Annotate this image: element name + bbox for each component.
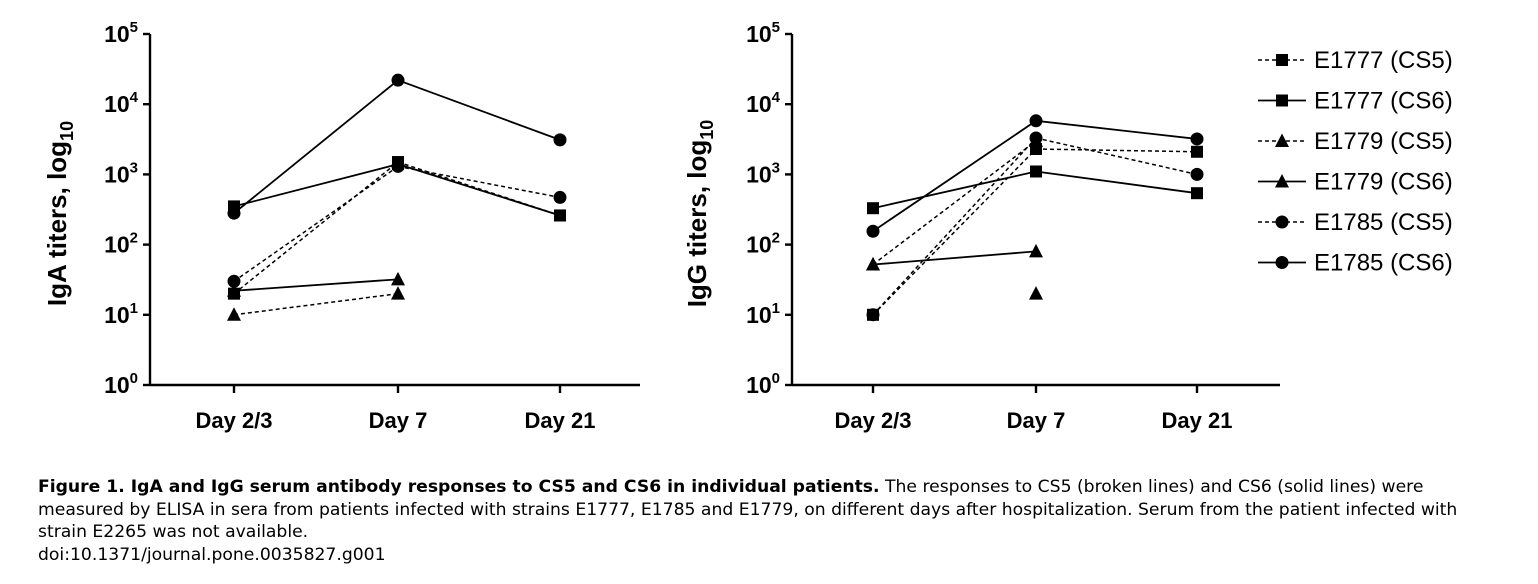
x-tick-label: Day 7 [1007, 408, 1066, 433]
legend-marker [1276, 54, 1288, 66]
legend-label: E1785 (CS5) [1314, 209, 1453, 236]
y-tick-label: 100 [746, 370, 780, 398]
data-point-e1785-cs5 [391, 159, 405, 173]
legend-label: E1779 (CS6) [1314, 169, 1453, 196]
series-line-e1785-cs6 [233, 79, 399, 214]
y-tick-label: 105 [746, 19, 780, 47]
y-tick-label: 101 [104, 300, 138, 328]
legend-label: E1785 (CS6) [1314, 250, 1453, 277]
y-axis-label: IgA titers, log10 [42, 121, 77, 306]
data-point-e1785-cs6 [1190, 132, 1204, 146]
series-line-e1785-cs5 [397, 165, 561, 199]
legend-label: E1777 (CS6) [1314, 88, 1453, 115]
series-line-e1779-cs5 [872, 140, 1037, 266]
series-line-e1777-cs6 [233, 163, 399, 208]
x-tick-label: Day 2/3 [195, 408, 272, 433]
caption-doi: doi:10.1371/journal.pone.0035827.g001 [38, 544, 386, 565]
series-line-e1777-cs6 [397, 163, 561, 217]
data-point-e1777-cs6 [867, 202, 879, 215]
igg-chart: 100 101 102 103 104 105 Day 2/3 Day 7 Day 21 IgG … [682, 19, 1280, 433]
data-point-e1785-cs6 [553, 133, 567, 147]
x-tick-label: Day 7 [369, 408, 428, 433]
caption-title: Figure 1. IgA and IgG serum antibody res… [38, 477, 880, 497]
y-tick-label: 101 [746, 300, 780, 328]
data-point-e1777-cs6 [1030, 165, 1042, 178]
y-tick-label: 104 [104, 89, 139, 117]
data-point-e1785-cs5 [1190, 167, 1204, 181]
figure-caption: Figure 1. IgA and IgG serum antibody res… [38, 476, 1508, 566]
data-point-e1785-cs5 [553, 190, 567, 204]
data-point-e1779-cs6 [227, 283, 241, 297]
y-tick-label: 102 [104, 230, 138, 258]
series-line-e1777-cs6 [1035, 170, 1198, 195]
data-point-extra [1029, 286, 1043, 300]
x-tick-label: Day 2/3 [834, 408, 911, 433]
x-tick-label: Day 21 [525, 408, 596, 433]
series-line-e1779-cs6 [233, 278, 399, 292]
series-line-e1777-cs5 [872, 148, 1037, 316]
series-line-e1785-cs5 [1035, 137, 1198, 176]
series-line-e1779-cs5 [233, 292, 399, 316]
data-point-e1779-cs6 [1029, 243, 1043, 258]
data-point-e1785-cs6 [391, 73, 405, 87]
data-point-e1779-cs5 [391, 286, 405, 300]
series-line-e1785-cs6 [1035, 119, 1198, 140]
series-line-e1785-cs6 [397, 79, 561, 141]
antibody-response-figure: 100 101 102 103 104 105 Day 2/3 Day 7 Day 21 IgA … [42, 19, 1453, 433]
data-point-e1785-cs5 [866, 308, 880, 322]
y-tick-label: 103 [746, 159, 780, 187]
legend-marker [1275, 133, 1289, 147]
series-line-e1779-cs6 [872, 250, 1037, 266]
data-point-e1785-cs5 [227, 274, 241, 288]
iga-chart: 100 101 102 103 104 105 Day 2/3 Day 7 Day 21 IgA … [42, 19, 640, 433]
series-line-e1777-cs5 [1035, 148, 1198, 153]
data-point-e1785-cs5 [1029, 131, 1043, 145]
series-line-e1777-cs6 [872, 170, 1037, 210]
series-line-e1785-cs6 [872, 120, 1037, 232]
series-line-e1777-cs5 [233, 161, 399, 295]
legend-marker [1275, 174, 1289, 188]
series-line-e1785-cs5 [233, 165, 399, 282]
data-point-e1785-cs6 [866, 224, 880, 238]
legend-label: E1777 (CS5) [1314, 47, 1453, 74]
data-point-e1785-cs6 [227, 206, 241, 220]
y-tick-label: 104 [746, 89, 781, 117]
data-point-e1777-cs5 [1191, 145, 1203, 158]
data-point-e1777-cs6 [1191, 187, 1203, 200]
data-point-e1777-cs6 [554, 209, 566, 222]
data-point-e1779-cs5 [227, 307, 241, 321]
y-tick-label: 103 [104, 159, 138, 187]
data-point-e1785-cs6 [1029, 114, 1043, 128]
legend-label: E1779 (CS5) [1314, 128, 1453, 155]
legend-marker [1275, 215, 1289, 229]
legend-marker [1276, 94, 1288, 107]
data-point-e1779-cs6 [391, 271, 405, 286]
y-tick-label: 102 [746, 230, 780, 258]
y-tick-label: 105 [104, 19, 138, 47]
y-tick-label: 100 [104, 370, 138, 398]
series-line-e1785-cs5 [872, 137, 1037, 316]
legend-marker [1275, 256, 1289, 269]
caption-body: The responses to CS5 (broken lines) and … [38, 477, 1458, 542]
x-tick-label: Day 21 [1162, 408, 1233, 433]
y-axis-label: IgG titers, log10 [682, 120, 717, 308]
chart-legend: E1777 (CS5) E1777 (CS6) E1779 (CS5) E1779 (… [1258, 47, 1453, 277]
data-point-e1779-cs6 [866, 257, 880, 271]
